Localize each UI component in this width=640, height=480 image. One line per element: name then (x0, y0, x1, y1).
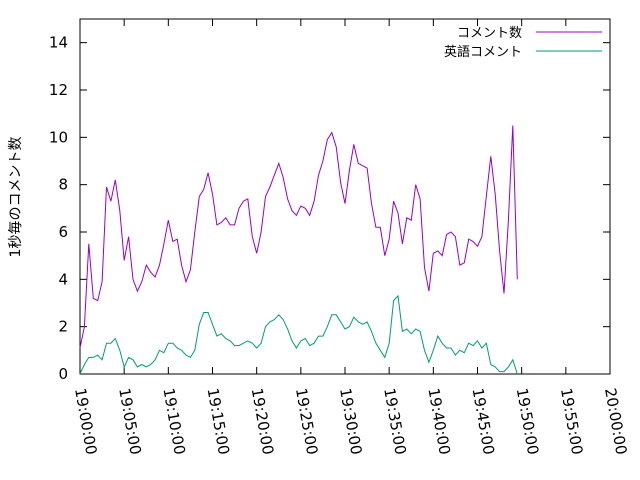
x-tick-label: 19:40:00 (424, 387, 453, 456)
y-tick-label: 8 (58, 176, 68, 194)
y-tick-label: 10 (49, 128, 68, 146)
x-tick-label: 19:05:00 (115, 387, 144, 456)
x-tick-label: 19:15:00 (204, 387, 233, 456)
x-axis: 19:00:00 19:05:00 19:10:00 19:15:00 19:20:00… (71, 19, 630, 456)
x-tick-label: 19:00:00 (71, 387, 100, 456)
x-tick-label: 19:10:00 (159, 387, 188, 456)
x-tick-label: 19:25:00 (292, 387, 321, 456)
series-layer (79, 125, 518, 375)
x-tick-label: 19:20:00 (248, 387, 277, 456)
legend-label-2: 英語コメント (444, 44, 522, 60)
y-tick-label: 6 (58, 223, 68, 241)
y-tick-label: 0 (58, 365, 68, 383)
x-tick-label: 19:45:00 (469, 387, 498, 456)
y-axis: 0 2 4 6 8 10 12 14 (49, 34, 610, 383)
legend-label-1: コメント数 (457, 26, 522, 41)
plot-frame (79, 18, 611, 375)
y-tick-label: 14 (49, 34, 68, 52)
y-tick-label: 4 (58, 270, 68, 288)
x-tick-label: 19:55:00 (557, 387, 586, 456)
y-tick-label: 12 (49, 81, 68, 99)
x-tick-label: 19:30:00 (336, 387, 365, 456)
series-line-1 (79, 125, 518, 349)
series-line-2 (79, 294, 518, 375)
x-tick-label: 19:50:00 (513, 387, 542, 456)
x-tick-label: 19:35:00 (380, 387, 409, 456)
y-tick-label: 2 (58, 318, 68, 336)
x-tick-label: 20:00:00 (601, 387, 630, 456)
y-axis-label: 1秒毎のコメント数 (8, 137, 24, 258)
